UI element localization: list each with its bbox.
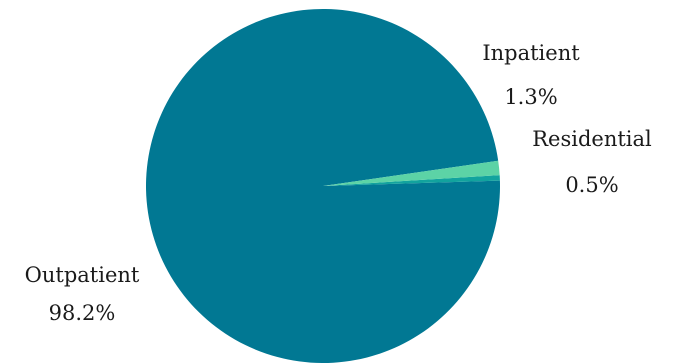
slice-label-outpatient: Outpatient [25, 263, 140, 287]
slice-value-inpatient: 1.3% [504, 85, 557, 109]
slice-value-residential: 0.5% [565, 173, 618, 197]
pie-slice-outpatient [146, 9, 501, 364]
pie-labels: Outpatient 98.2% Residential 0.5% Inpatient 1… [25, 41, 652, 325]
slice-label-residential: Residential [532, 127, 652, 151]
slice-label-inpatient: Inpatient [482, 41, 580, 65]
pie-slices [146, 9, 501, 364]
slice-value-outpatient: 98.2% [49, 301, 116, 325]
pie-slice-inpatient [323, 160, 500, 186]
pie-slice-residential [323, 175, 500, 186]
